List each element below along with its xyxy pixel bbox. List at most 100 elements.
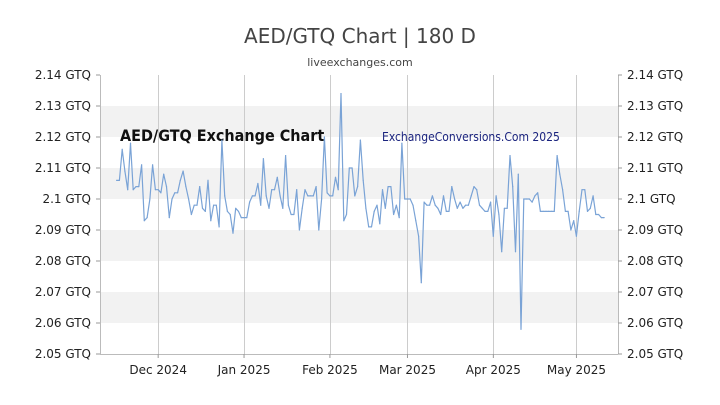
data-point [127, 189, 129, 191]
y-tick-label-right: 2.07 GTQ [627, 285, 683, 299]
data-point [575, 235, 578, 237]
x-tick-label: Apr 2025 [466, 363, 521, 377]
data-point [304, 189, 306, 191]
data-point [240, 217, 242, 219]
data-point [379, 223, 381, 225]
data-point [132, 189, 134, 191]
data-point [351, 167, 353, 169]
data-point [490, 201, 492, 203]
data-point [376, 204, 378, 206]
data-point [301, 207, 303, 209]
data-point [442, 195, 445, 197]
data-point [393, 213, 395, 216]
data-point [390, 186, 392, 188]
data-point [124, 170, 126, 172]
data-point [573, 220, 575, 222]
data-point [570, 229, 572, 231]
data-point [143, 220, 145, 222]
data-point [492, 235, 494, 237]
data-point [343, 220, 345, 222]
chart-overlay-text: AED/GTQ Exchange Chart ExchangeConversio… [120, 126, 560, 145]
data-point [534, 195, 536, 197]
data-point [567, 210, 569, 212]
data-point [329, 195, 331, 197]
data-point [182, 170, 184, 172]
data-point [381, 189, 384, 191]
data-point [600, 217, 603, 219]
data-point [232, 232, 234, 234]
data-point [298, 229, 300, 231]
data-point [174, 192, 176, 194]
data-point [398, 217, 400, 219]
background-band [100, 292, 618, 323]
data-point [257, 182, 259, 185]
data-point [517, 173, 519, 175]
data-point [528, 198, 531, 200]
data-point [362, 179, 364, 181]
data-point [470, 195, 472, 197]
data-point [190, 213, 192, 216]
data-point [431, 195, 433, 197]
y-tick-label-left: 2.06 GTQ [35, 316, 91, 330]
data-point [265, 195, 267, 197]
data-point [201, 207, 204, 209]
data-point [581, 189, 583, 191]
y-tick-label-right: 2.06 GTQ [627, 316, 683, 330]
background-band [100, 106, 618, 137]
data-point [440, 213, 442, 216]
y-tick-label-right: 2.09 GTQ [627, 223, 683, 237]
data-point [334, 176, 337, 178]
data-point [237, 210, 240, 212]
data-point [224, 195, 226, 197]
data-point [586, 210, 589, 212]
data-point [592, 195, 594, 197]
y-axis-ticks: 2.05 GTQ 2.05 GTQ 2.06 GTQ 2.06 GTQ 2.07 GTQ… [35, 68, 683, 361]
data-point [215, 204, 217, 206]
data-point [337, 189, 339, 191]
data-point [595, 213, 597, 216]
data-point [384, 207, 386, 209]
data-point [456, 207, 458, 209]
data-point [578, 210, 580, 212]
data-point [165, 186, 168, 188]
data-point [279, 195, 281, 197]
data-point [315, 186, 317, 188]
y-tick-label-left: 2.08 GTQ [35, 254, 91, 268]
data-point [426, 204, 428, 206]
y-tick-label-left: 2.09 GTQ [35, 223, 91, 237]
data-point [559, 173, 561, 175]
axes [100, 75, 619, 355]
data-point [395, 204, 397, 206]
data-point [423, 201, 425, 203]
data-point [246, 217, 248, 219]
data-point [418, 235, 420, 237]
data-point [321, 198, 323, 200]
chart-title: AED/GTQ Chart | 180 D [244, 24, 476, 48]
data-point [498, 213, 500, 216]
x-tick-label: Mar 2025 [379, 363, 436, 377]
data-point [545, 210, 547, 212]
data-point [149, 198, 151, 200]
data-point [354, 195, 356, 197]
data-point [293, 213, 295, 216]
data-point [484, 210, 486, 212]
data-point [514, 251, 517, 253]
data-point [387, 186, 389, 188]
data-point [473, 186, 475, 188]
data-point [373, 210, 375, 212]
data-point [273, 189, 276, 191]
background-band [100, 230, 618, 261]
data-point [226, 210, 228, 212]
data-point [118, 179, 120, 181]
data-point [177, 192, 179, 194]
series-group [116, 92, 605, 330]
data-point [268, 207, 270, 209]
y-tick-label-right: 2.05 GTQ [627, 347, 683, 361]
data-point [152, 164, 154, 166]
data-point [359, 139, 361, 141]
y-tick-label-left: 2.12 GTQ [35, 130, 91, 144]
data-point [207, 179, 209, 181]
data-point [160, 192, 162, 194]
data-point [406, 198, 409, 200]
data-point [542, 210, 544, 212]
